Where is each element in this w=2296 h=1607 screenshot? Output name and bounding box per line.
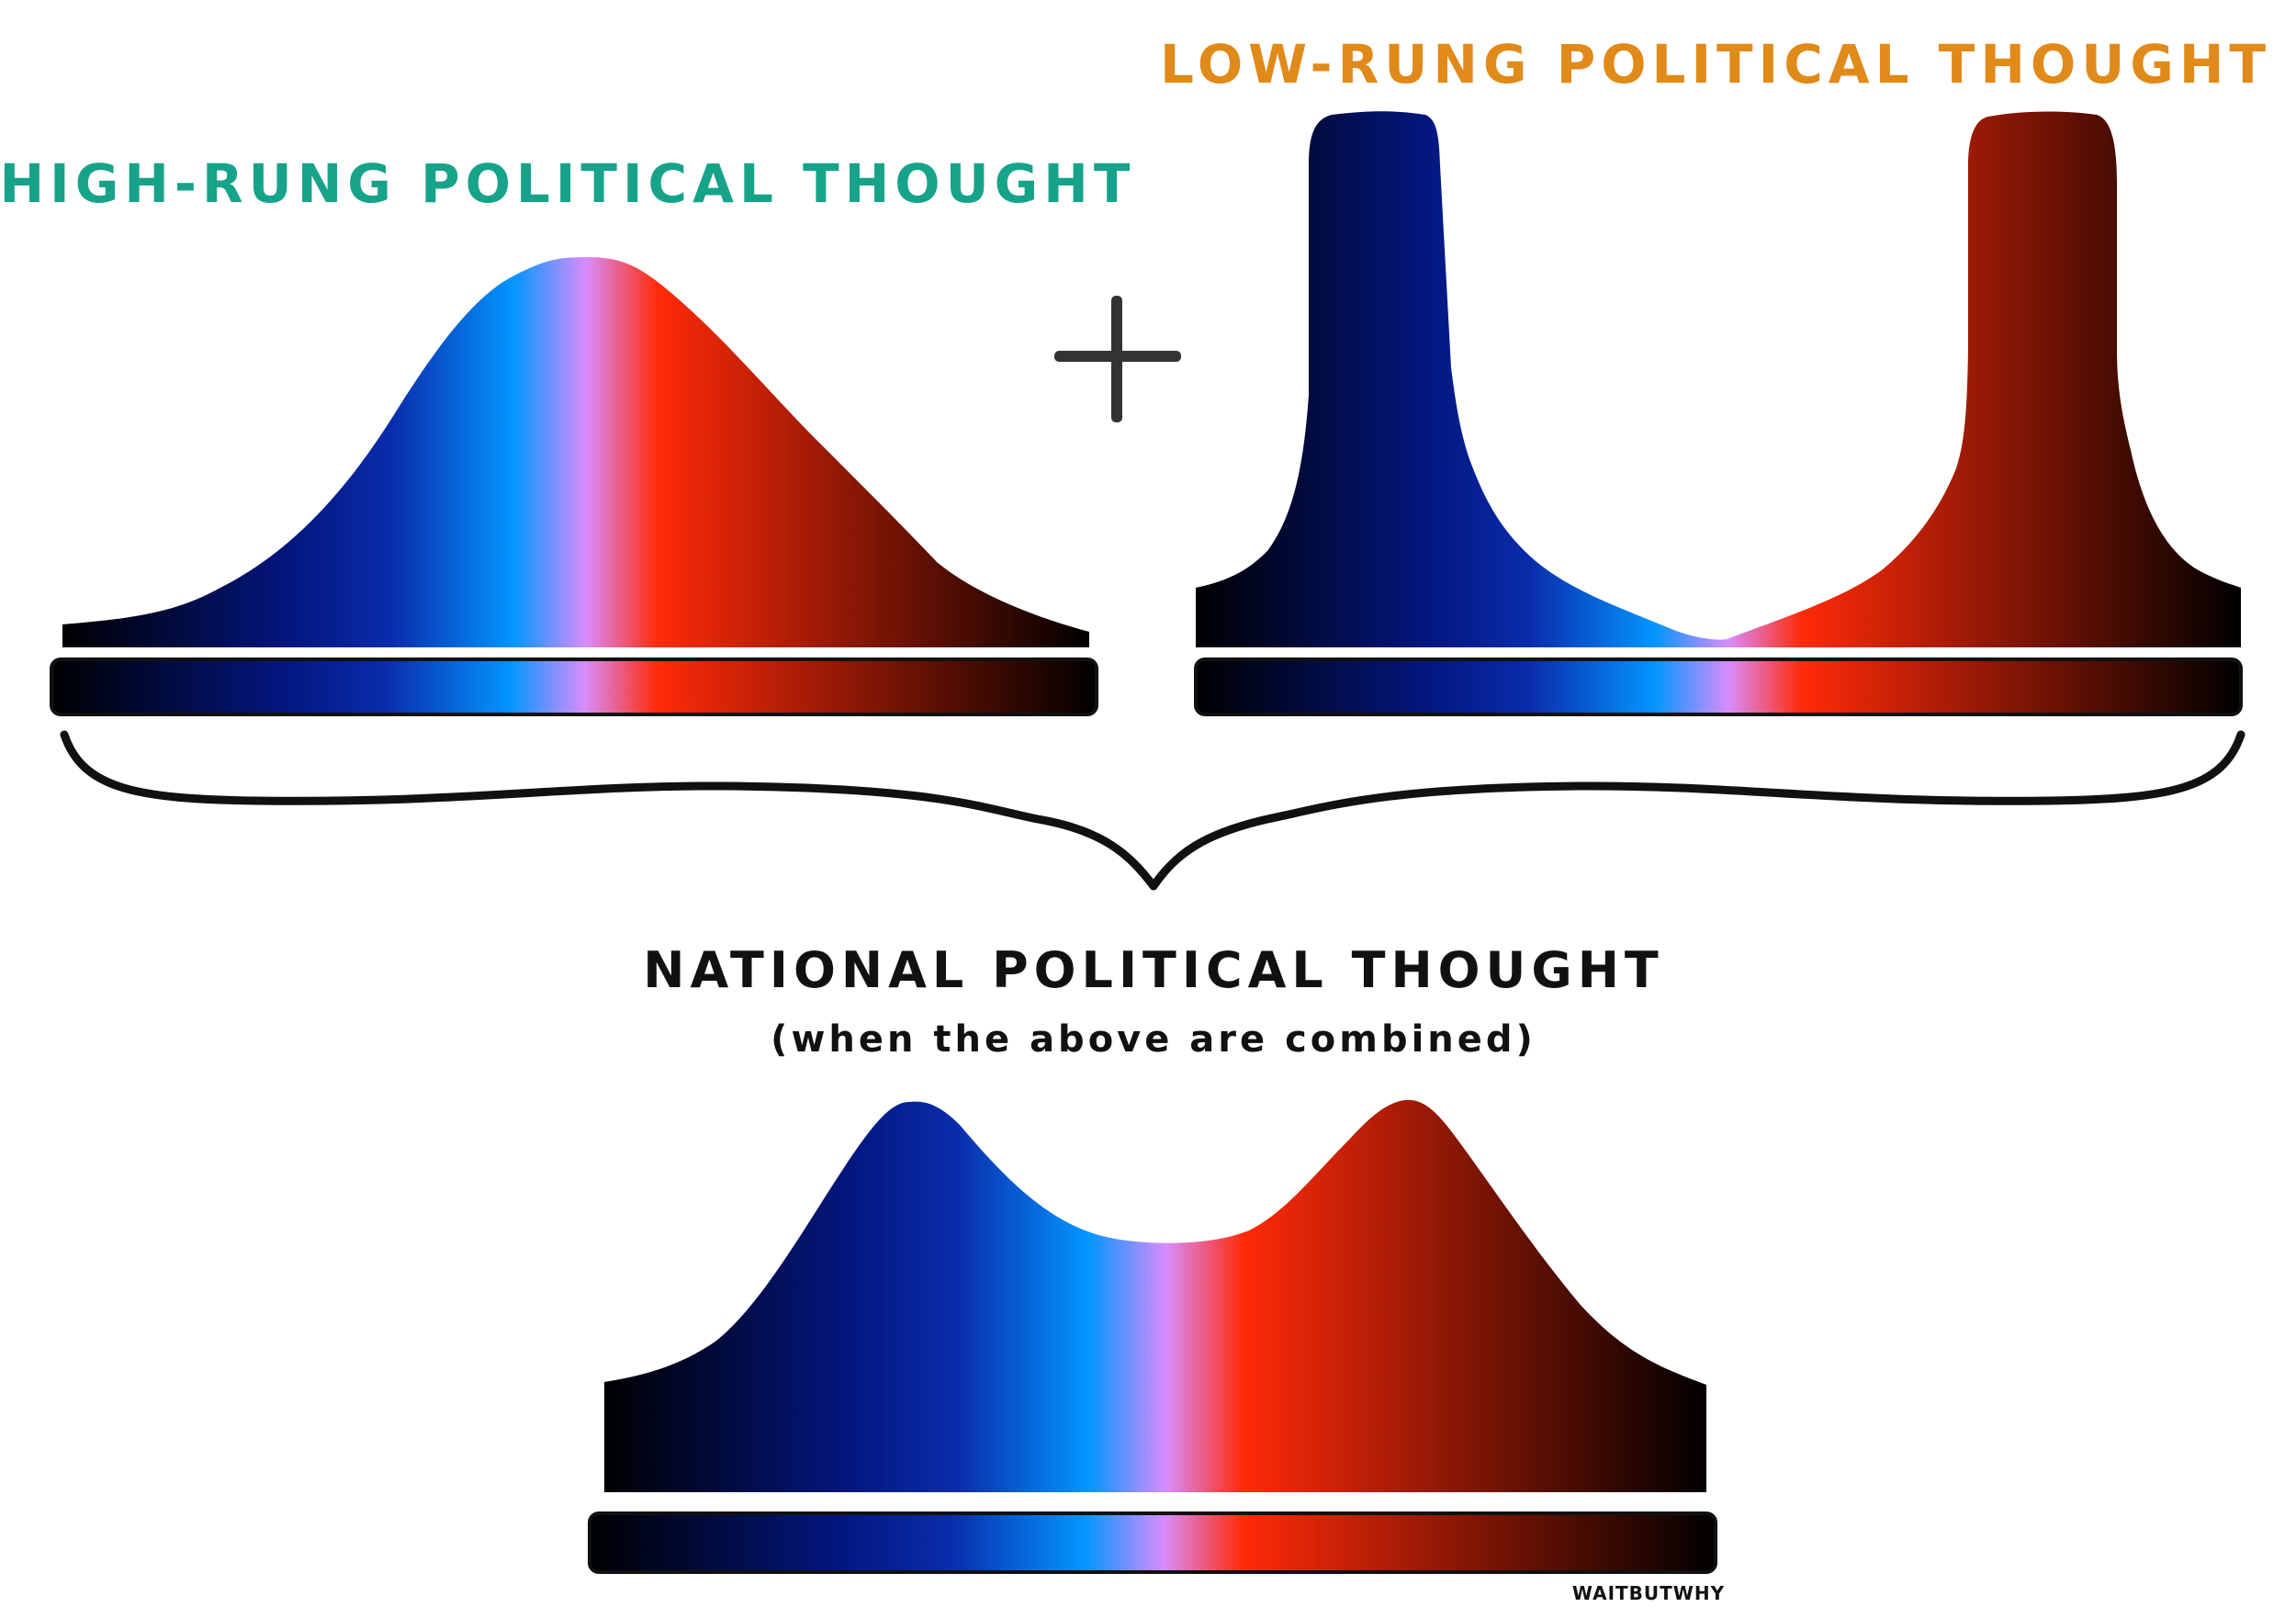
high-rung-bell-curve (62, 257, 1089, 647)
national-baseline (588, 1511, 1717, 1574)
combining-brace (60, 730, 2245, 891)
national-bimodal-curve (604, 1099, 1706, 1492)
high-rung-baseline (50, 657, 1098, 716)
national-subtitle: (when the above are combined) (771, 1018, 1536, 1061)
low-rung-bimodal-curve (1196, 111, 2241, 647)
signature-logo: WAITBUTWHY (1572, 1582, 1725, 1604)
low-rung-baseline (1194, 657, 2243, 716)
low-rung-title: LOW-RUNG POLITICAL THOUGHT (1160, 33, 2271, 96)
national-title: NATIONAL POLITICAL THOUGHT (643, 941, 1664, 999)
plus-icon (1054, 296, 1181, 422)
high-rung-title: HIGH-RUNG POLITICAL THOUGHT (0, 152, 1135, 215)
